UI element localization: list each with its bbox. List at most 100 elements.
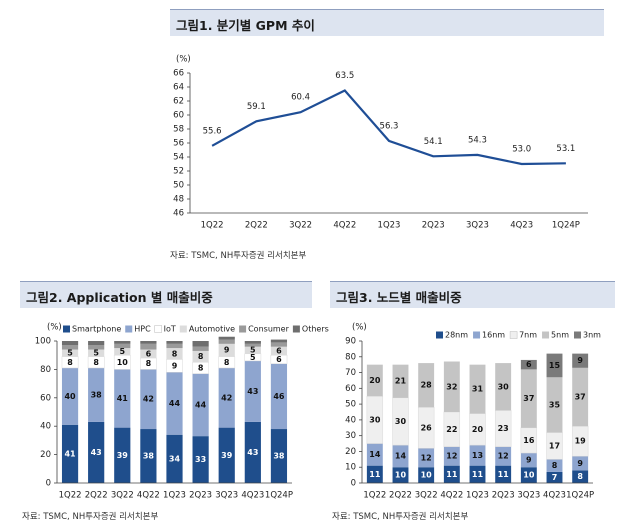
fig3-bar-28nm — [546, 471, 563, 483]
fig2-bar-smartphone — [88, 421, 105, 483]
fig2-bar-consumer — [270, 342, 288, 347]
fig3-bar-28nm — [520, 467, 537, 483]
fig2-bar-consumer — [114, 343, 131, 349]
fig2-legend-swatch — [179, 325, 187, 333]
fig1-data-label: 54.1 — [424, 137, 443, 147]
fig3-legend-swatch — [436, 331, 443, 339]
fig2-bar-consumer — [218, 339, 235, 344]
fig1-y-tick-label: 46 — [173, 209, 184, 219]
fig2-bar-label: 6 — [146, 349, 152, 358]
fig3-bar-label: 14 — [369, 450, 381, 459]
fig2-x-tick-label: 3Q22 — [111, 491, 134, 501]
fig2-bar-label: 5 — [250, 346, 256, 355]
fig3-bar-label: 15 — [549, 361, 561, 370]
fig3-bar-label: 9 — [577, 356, 583, 365]
fig2-bar-label: 42 — [221, 393, 232, 402]
fig3-bar-28nm — [443, 465, 460, 483]
fig3-x-tick-label: 4Q23 — [543, 491, 566, 501]
fig2-bar-label: 40 — [64, 392, 76, 401]
fig2-bar-smartphone — [244, 421, 261, 483]
fig2-unit-label: (%) — [47, 323, 62, 333]
fig2-x-tick-label: 1Q24P — [265, 491, 293, 501]
fig3-bar-label: 31 — [472, 385, 484, 394]
fig1-y-tick-label: 54 — [173, 153, 184, 163]
fig1-y-tick-label: 56 — [173, 139, 184, 149]
fig2-legend-label: IoT — [164, 325, 176, 334]
fig3-bar-5nm — [392, 364, 409, 398]
fig2-bar-label: 33 — [195, 455, 206, 464]
fig3-bar-28nm — [392, 467, 409, 483]
fig2-bar-consumer — [244, 343, 261, 347]
fig1-data-label: 53.0 — [512, 145, 531, 155]
fig3-bar-label: 28 — [421, 381, 433, 390]
fig2-bar-iot — [140, 357, 157, 370]
fig2-bar-consumer — [140, 343, 157, 350]
fig2-bar-label: 8 — [198, 352, 204, 361]
fig3-bar-label: 7 — [552, 473, 558, 482]
fig3-x-tick-label: 1Q22 — [363, 491, 386, 501]
fig3-bar-5nm — [546, 377, 563, 433]
fig3-bar-label: 12 — [498, 452, 509, 461]
fig2-header: 그림2. Application 별 매출비중 — [20, 281, 312, 308]
fig2-x-tick-label: 1Q23 — [163, 491, 186, 501]
fig1-data-label: 55.6 — [203, 126, 222, 136]
fig2-bar-hpc — [88, 367, 105, 422]
fig2-bar-smartphone — [270, 429, 288, 483]
fig2-bar-others — [114, 341, 131, 344]
fig2-x-tick-label: 2Q23 — [189, 491, 212, 501]
fig2-bar-consumer — [192, 346, 209, 351]
fig3-bar-label: 11 — [446, 470, 458, 479]
fig2-bar-hpc — [114, 369, 131, 428]
fig3-bar-label: 10 — [523, 471, 535, 480]
fig1-x-tick-label: 2Q22 — [245, 221, 268, 231]
fig2-bar-smartphone — [192, 436, 209, 483]
fig3-bar-label: 6 — [526, 360, 532, 369]
fig2-bar-label: 43 — [247, 448, 258, 457]
fig3-bar-5nm — [418, 363, 435, 408]
fig2-bar-label: 10 — [117, 358, 129, 367]
fig3-bar-label: 17 — [549, 441, 560, 450]
fig1-data-label: 56.3 — [380, 121, 399, 131]
fig2-bar-label: 9 — [224, 346, 230, 355]
fig3-bar-label: 23 — [498, 424, 509, 433]
fig3-x-tick-label: 1Q23 — [466, 491, 489, 501]
fig3-y-tick-label: 90 — [345, 337, 356, 347]
fig2-bar-automotive — [114, 348, 131, 356]
fig1-y-tick-label: 48 — [173, 195, 184, 205]
fig3-legend-swatch — [473, 331, 481, 339]
fig2-bar-hpc — [192, 373, 209, 437]
fig3-x-tick-label: 4Q22 — [440, 491, 463, 501]
fig2-source: 자료: TSMC, NH투자증권 리서치본부 — [22, 512, 159, 522]
fig3-x-tick-label: 2Q23 — [492, 491, 515, 501]
fig1-x-tick-label: 3Q22 — [289, 221, 312, 231]
fig3-bar-label: 19 — [575, 437, 587, 446]
fig3-bar-7nm — [366, 395, 384, 444]
fig3-bar-5nm — [366, 364, 383, 397]
fig2-bar-label: 5 — [93, 349, 99, 358]
fig3-legend-swatch — [542, 331, 550, 339]
fig2-bar-automotive — [88, 349, 105, 357]
fig2-bar-label: 8 — [224, 358, 230, 367]
fig3-legend-label: 3nm — [583, 331, 601, 340]
fig2-bar-others — [244, 341, 261, 344]
fig3-bar-28nm — [366, 465, 383, 483]
fig2-bar-smartphone — [140, 429, 157, 483]
fig2-bar-label: 38 — [273, 452, 285, 461]
fig2-bar-automotive — [244, 346, 261, 354]
fig2-x-tick-label: 1Q22 — [59, 491, 82, 501]
fig3-y-tick-label: 40 — [345, 415, 356, 425]
fig3-bar-16nm — [495, 446, 512, 466]
fig2-x-tick-label: 3Q23 — [215, 491, 238, 501]
fig3-bar-label: 37 — [575, 393, 586, 402]
fig2-legend-label: Smartphone — [72, 325, 121, 334]
fig2-legend-swatch — [239, 325, 247, 333]
fig3-x-tick-label: 2Q22 — [389, 491, 412, 501]
fig1-y-tick-label: 60 — [173, 111, 184, 121]
fig3-x-tick-label: 1Q24P — [566, 491, 594, 501]
fig3-legend-swatch — [509, 331, 518, 339]
fig3-bar-16nm — [520, 453, 537, 468]
fig3-bar-label: 21 — [395, 377, 407, 386]
fig2-bar-label: 38 — [91, 390, 103, 399]
fig1-data-label: 60.4 — [291, 93, 310, 103]
